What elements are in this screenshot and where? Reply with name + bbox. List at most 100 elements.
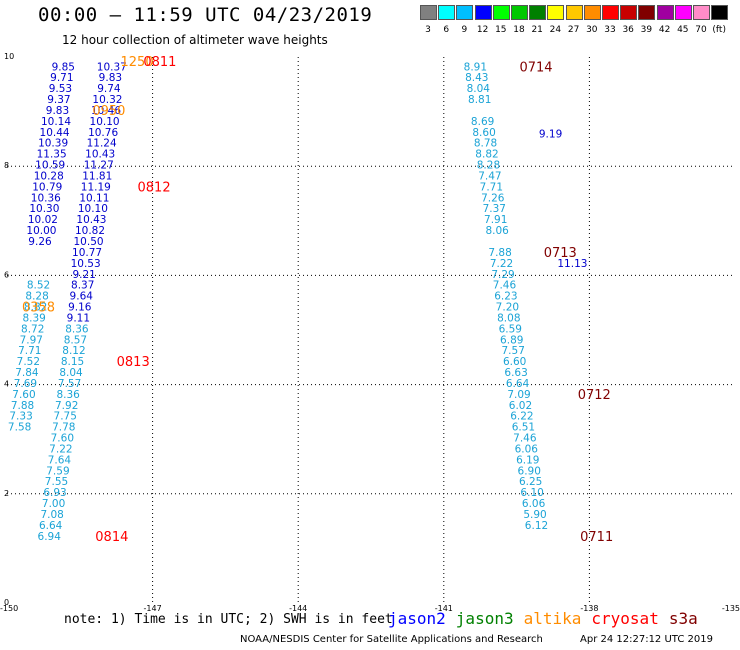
pass-time-label: 0713 xyxy=(544,246,577,261)
color-scale-label: 24 xyxy=(549,25,562,35)
wave-height-point: 8.57 xyxy=(64,334,87,346)
wave-height-point: 10.44 xyxy=(40,127,70,139)
wave-height-point: 7.22 xyxy=(49,443,72,455)
wave-height-point: 8.28 xyxy=(477,160,500,172)
wave-height-point: 7.09 xyxy=(507,389,530,401)
wave-height-point: 8.15 xyxy=(61,356,84,368)
wave-height-point: 8.37 xyxy=(71,280,94,292)
wave-height-point: 6.23 xyxy=(494,291,517,303)
wave-height-point: 9.26 xyxy=(28,236,52,248)
color-scale-label: 27 xyxy=(567,25,580,35)
wave-height-point: 7.57 xyxy=(502,345,525,357)
wave-height-point: 6.12 xyxy=(525,520,548,532)
footer-note: note: 1) Time is in UTC; 2) SWH is in fe… xyxy=(64,612,393,627)
wave-height-point: 9.83 xyxy=(46,105,69,117)
color-scale-swatch xyxy=(438,5,456,20)
color-scale-swatch xyxy=(529,5,547,20)
wave-height-point: 7.92 xyxy=(55,400,78,412)
wave-height-point: 7.60 xyxy=(12,389,35,401)
pass-time-label: 0811 xyxy=(143,55,176,70)
pass-time-label: 0711 xyxy=(580,530,613,545)
y-tick-label: 0 xyxy=(4,598,9,607)
wave-height-point: 9.85 xyxy=(52,61,75,73)
color-scale-swatch xyxy=(492,5,510,20)
x-tick-label: -147 xyxy=(144,604,162,613)
wave-height-point: 6.93 xyxy=(43,487,66,499)
pass-time-label: 0714 xyxy=(519,60,552,75)
legend-cryosat: cryosat xyxy=(591,609,659,628)
wave-height-point: 6.63 xyxy=(504,367,527,379)
wave-height-point: 7.37 xyxy=(483,203,506,215)
y-tick-label: 4 xyxy=(4,380,9,389)
color-scale-label: 3 xyxy=(425,25,431,35)
wave-height-point: 7.58 xyxy=(8,422,31,434)
color-scale-label: 15 xyxy=(495,25,507,35)
wave-height-point: 6.89 xyxy=(500,334,523,346)
color-scale-swatch xyxy=(420,5,437,20)
color-scale-swatch xyxy=(511,5,528,20)
wave-height-point: 7.69 xyxy=(14,378,37,390)
wave-height-point: 10.43 xyxy=(85,149,115,161)
wave-height-point: 6.10 xyxy=(520,487,543,499)
wave-height-point: 7.22 xyxy=(490,258,513,270)
wave-height-point: 10.43 xyxy=(76,214,106,226)
wave-height-point: 7.84 xyxy=(15,367,39,379)
y-tick-label: 2 xyxy=(4,489,9,498)
wave-height-point: 9.21 xyxy=(72,269,95,281)
wave-height-point: 8.36 xyxy=(65,323,89,335)
wave-height-point: 7.20 xyxy=(496,302,519,314)
wave-height-point: 10.02 xyxy=(28,214,58,226)
color-scale-label: 9 xyxy=(461,25,468,35)
color-scale-label: 39 xyxy=(640,25,653,35)
wave-height-point: 6.64 xyxy=(506,378,530,390)
wave-height-point: 7.33 xyxy=(9,411,32,423)
wave-height-point: 11.19 xyxy=(81,181,111,193)
color-scale-swatch xyxy=(638,5,656,20)
wave-height-point: 8.06 xyxy=(485,225,509,237)
wave-height-point: 7.88 xyxy=(11,400,34,412)
x-tick-label: -150 xyxy=(0,604,18,613)
wave-height-point: 10.77 xyxy=(72,247,102,259)
wave-height-point: 7.71 xyxy=(18,345,41,357)
wave-height-point: 10.28 xyxy=(34,170,64,182)
wave-height-point: 7.26 xyxy=(481,192,505,204)
color-scale-swatch xyxy=(620,5,638,20)
wave-height-point: 6.02 xyxy=(509,400,532,412)
wave-height-point: 6.59 xyxy=(499,323,522,335)
wave-height-point: 10.14 xyxy=(41,116,71,128)
pass-time-label: 0812 xyxy=(138,180,171,195)
y-tick-label: 8 xyxy=(4,161,9,170)
wave-height-point: 7.55 xyxy=(45,476,68,488)
wave-height-point: 10.11 xyxy=(79,192,109,204)
wave-height-point: 6.06 xyxy=(515,443,539,455)
wave-height-point: 10.39 xyxy=(38,138,68,150)
wave-height-point: 8.36 xyxy=(56,389,80,401)
wave-height-point: 8.52 xyxy=(27,280,50,292)
wave-height-point: 10.32 xyxy=(92,94,122,106)
wave-height-point: 8.04 xyxy=(59,367,83,379)
x-tick-label: -144 xyxy=(289,604,307,613)
wave-height-point: 7.29 xyxy=(491,269,514,281)
wave-height-point: 11.24 xyxy=(87,138,117,150)
wave-height-point: 8.91 xyxy=(464,61,487,73)
wave-height-point: 10.79 xyxy=(32,181,62,193)
pass-time-label: 0950 xyxy=(92,104,125,119)
wave-height-point: 8.60 xyxy=(472,127,495,139)
color-scale-label: 42 xyxy=(658,25,671,35)
wave-height-point: 9.71 xyxy=(50,72,73,84)
color-scale-label: 18 xyxy=(513,25,525,35)
color-scale-swatch xyxy=(474,5,492,20)
wave-height-point: 8.82 xyxy=(475,149,498,161)
wave-height-point: 7.64 xyxy=(48,454,72,466)
color-scale-swatch xyxy=(674,5,692,20)
wave-height-point: 10.10 xyxy=(78,203,108,215)
pass-time-label: 0814 xyxy=(95,530,128,545)
wave-height-point: 9.53 xyxy=(49,83,72,95)
wave-height-point: 8.04 xyxy=(467,83,491,95)
legend-jason2: jason2 xyxy=(388,609,446,628)
wave-height-point: 7.08 xyxy=(40,509,63,521)
color-scale-label: 21 xyxy=(531,25,543,35)
color-scale-swatch xyxy=(711,5,729,20)
pass-time-label: 0813 xyxy=(117,355,150,370)
